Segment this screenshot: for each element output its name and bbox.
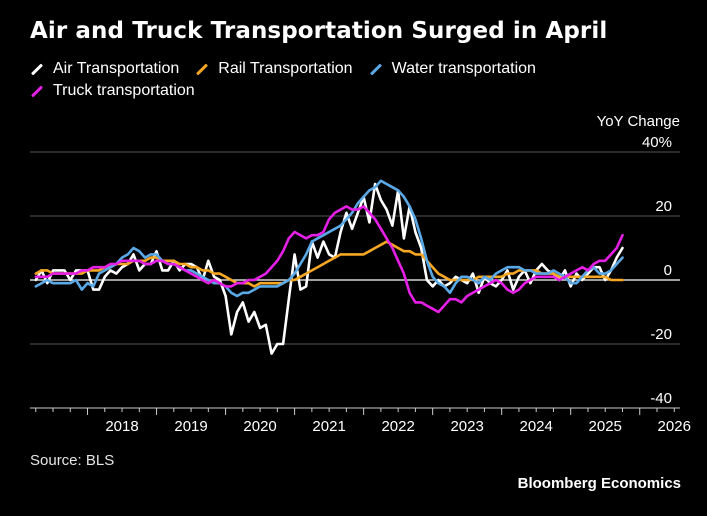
legend-item-air: Air Transportation bbox=[30, 60, 179, 78]
series-line-water-transportation bbox=[34, 179, 624, 298]
legend-item-water: Water transportation bbox=[369, 60, 536, 78]
legend-item-truck: Truck transportation bbox=[30, 82, 195, 100]
y-tick-label: -40 bbox=[650, 390, 672, 407]
x-tick-label: 2018 bbox=[105, 418, 138, 435]
x-tick-label: 2019 bbox=[174, 418, 207, 435]
source-note: Source: BLS bbox=[30, 452, 115, 469]
legend-row-1: Air Transportation Rail Transportation W… bbox=[30, 58, 670, 80]
legend-item-rail: Rail Transportation bbox=[195, 60, 353, 78]
x-tick-label: 2024 bbox=[520, 418, 553, 435]
chart-title: Air and Truck Transportation Surged in A… bbox=[30, 18, 608, 44]
legend-label-air: Air Transportation bbox=[53, 60, 180, 77]
legend-label-rail: Rail Transportation bbox=[218, 60, 353, 77]
y-tick-label: 0 bbox=[664, 262, 672, 279]
y-axis-label: YoY Change bbox=[597, 113, 680, 130]
y-tick-label: -20 bbox=[650, 326, 672, 343]
legend: Air Transportation Rail Transportation W… bbox=[30, 58, 670, 102]
brand-logo-text: Bloomberg Economics bbox=[517, 475, 681, 492]
y-axis: YoY Change 40% 20 0 -20 -40 bbox=[597, 113, 680, 407]
series-line-truck-transportation bbox=[34, 205, 624, 314]
x-tick-label: 2021 bbox=[312, 418, 345, 435]
x-tick-label: 2025 bbox=[589, 418, 622, 435]
x-tick-label: 2022 bbox=[381, 418, 414, 435]
series-line-air-transportation bbox=[34, 182, 624, 355]
x-tick-label: 2026 bbox=[658, 418, 691, 435]
x-tick-label: 2020 bbox=[243, 418, 276, 435]
y-tick-label: 40% bbox=[642, 134, 672, 151]
x-tick-label: 2023 bbox=[450, 418, 483, 435]
y-tick-label: 20 bbox=[655, 198, 672, 215]
legend-label-water: Water transportation bbox=[391, 60, 536, 77]
legend-label-truck: Truck transportation bbox=[53, 82, 195, 99]
legend-row-2: Truck transportation bbox=[30, 80, 670, 102]
x-axis: 2018 2019 2020 2021 2022 2023 2024 2025 2026 bbox=[30, 407, 691, 435]
series-lines bbox=[34, 179, 624, 355]
